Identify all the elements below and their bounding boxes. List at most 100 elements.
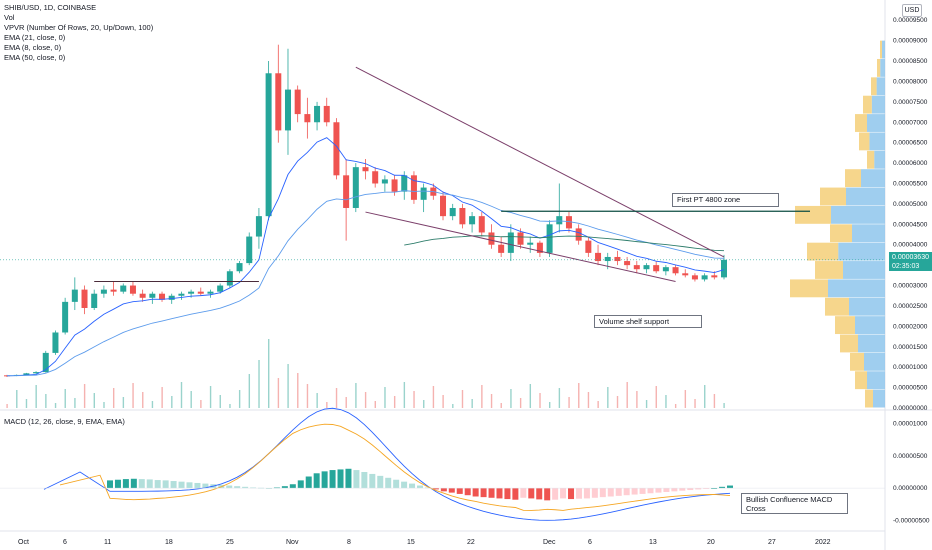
vpvr-down-bar <box>880 40 882 59</box>
volume-bar <box>209 386 212 408</box>
macd-histogram-bar <box>202 483 209 489</box>
volume-bar <box>171 396 173 408</box>
vpvr-down-bar <box>871 77 877 96</box>
macd-histogram-bar <box>114 479 121 489</box>
macd-histogram-bar <box>568 488 575 500</box>
macd-histogram-bar <box>575 488 582 499</box>
macd-histogram-bar <box>703 488 710 489</box>
price-tick-label: 0.00001000 <box>893 364 928 371</box>
macd-histogram-bar <box>536 488 543 500</box>
candle-body <box>149 293 156 298</box>
candle-body <box>546 224 553 253</box>
candle-body <box>711 275 718 278</box>
macd-legend[interactable]: MACD (12, 26, close, 9, EMA, EMA) <box>4 417 125 426</box>
macd-histogram-bar <box>552 488 559 500</box>
macd-histogram-bar <box>321 471 328 489</box>
macd-histogram-bar <box>464 488 471 496</box>
vpvr-up-bar <box>873 389 885 408</box>
vpvr-up-bar <box>874 150 885 169</box>
macd-histogram-bar <box>504 488 511 500</box>
volume-bar <box>326 402 328 408</box>
volume-bar <box>74 398 76 408</box>
macd-histogram-bar <box>162 480 169 489</box>
macd-histogram-bar <box>727 485 733 489</box>
volume-bar <box>248 374 251 408</box>
indicator-ema50[interactable]: EMA (50, close, 0) <box>4 53 66 62</box>
time-tick-label: 6 <box>63 539 67 546</box>
volume-bar <box>500 403 502 408</box>
last-price: 0.00003630 <box>892 254 929 261</box>
macd-histogram-bar <box>194 482 201 489</box>
vpvr-up-bar <box>828 279 885 298</box>
macd-histogram-bar <box>496 488 503 499</box>
macd-histogram-bar <box>456 488 463 494</box>
volume-bar <box>403 382 406 408</box>
macd-histogram-bar <box>393 479 400 489</box>
volume-bar <box>393 396 396 408</box>
vpvr-up-bar <box>831 205 885 224</box>
candle-body <box>33 372 40 374</box>
vpvr-down-bar <box>865 389 873 408</box>
candle-body <box>159 293 166 300</box>
indicator-ema21[interactable]: EMA (21, close, 0) <box>4 33 66 42</box>
indicator-ema8[interactable]: EMA (8, close, 0) <box>4 43 62 52</box>
macd-tick-label: 0.00000500 <box>893 453 928 460</box>
price-tick-label: 0.00006000 <box>893 160 928 167</box>
time-tick-label: 22 <box>467 539 475 546</box>
target-note[interactable]: First PT 4800 zone <box>672 193 779 207</box>
price-tick-label: 0.00001500 <box>893 344 928 351</box>
candle-body <box>604 256 611 262</box>
candle-body <box>469 216 476 225</box>
volume-bar <box>519 398 522 408</box>
candle-body <box>333 122 340 176</box>
time-tick-label: 18 <box>165 539 173 546</box>
volume-bar <box>142 392 144 408</box>
symbol-title: SHIB/USD, 1D, COINBASE <box>4 3 97 12</box>
volume-bar <box>190 391 192 408</box>
candle-body <box>536 242 543 253</box>
macd-histogram-bar <box>631 488 638 495</box>
price-tick-label: 0.00005500 <box>893 180 928 187</box>
candle-body <box>314 105 321 123</box>
indicator-vol[interactable]: Vol <box>4 13 15 22</box>
macd-note[interactable]: Bullish Confluence MACD Cross <box>741 493 848 514</box>
price-tick-label: 0.00007500 <box>893 99 928 106</box>
currency-button[interactable]: USD <box>902 4 922 17</box>
volume-bar <box>277 378 280 408</box>
volume-bar <box>674 404 677 408</box>
candle-body <box>478 216 485 233</box>
macd-histogram-bar <box>226 485 233 489</box>
volume-bar <box>423 400 425 408</box>
candle-body <box>498 244 505 253</box>
macd-histogram-bar <box>448 488 455 493</box>
indicator-vpvr[interactable]: VPVR (Number Of Rows, 20, Up/Down, 100) <box>4 23 154 32</box>
volume-bar <box>490 394 493 408</box>
volume-bar <box>626 382 628 408</box>
candle-body <box>643 265 650 270</box>
candle-body <box>624 261 631 266</box>
candle-body <box>4 375 10 377</box>
volume-bar <box>481 385 483 408</box>
macd-histogram-bar <box>353 470 360 489</box>
time-tick-label: 25 <box>226 539 234 546</box>
vpvr-down-bar <box>867 150 875 169</box>
candle-body <box>352 167 359 208</box>
candle-body <box>226 271 233 286</box>
candle-body <box>575 228 582 241</box>
time-tick-label: 13 <box>649 539 657 546</box>
candle-body <box>381 179 388 184</box>
candle-body <box>100 289 107 294</box>
volume-bar <box>645 400 648 408</box>
candle-body <box>178 293 185 296</box>
macd-histogram-bar <box>687 488 694 491</box>
macd-histogram-bar <box>234 486 241 489</box>
volume-bar <box>558 388 561 408</box>
macd-histogram-bar <box>512 488 519 500</box>
support-note[interactable]: Volume shelf support <box>594 315 702 328</box>
macd-histogram-bar <box>297 480 304 489</box>
volume-bar <box>112 388 115 408</box>
candle-body <box>614 256 621 262</box>
candle-body <box>110 289 117 292</box>
time-tick-label: 15 <box>407 539 415 546</box>
